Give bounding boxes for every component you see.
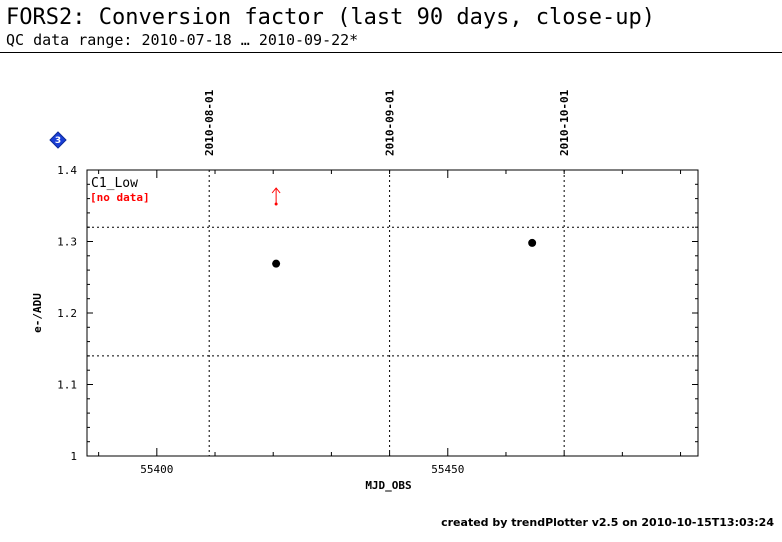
x-axis-label: MJD_OBS (365, 479, 411, 492)
out-of-range-arrowhead (271, 187, 281, 194)
out-of-range-dot (274, 202, 278, 206)
date-marker-label: 2010-10-01 (558, 89, 571, 156)
y-tick-label: 1.4 (57, 164, 77, 177)
panel-label: C1_Low (91, 176, 138, 191)
x-tick-label: 55450 (431, 463, 464, 476)
date-marker-label: 2010-08-01 (203, 89, 216, 156)
y-tick-label: 1 (70, 450, 77, 463)
y-axis-label: e-/ADU (31, 293, 44, 333)
y-tick-label: 1.1 (57, 379, 77, 392)
footer-credit: created by trendPlotter v2.5 on 2010-10-… (441, 516, 774, 529)
x-tick-label: 55400 (140, 463, 173, 476)
y-tick-label: 1.3 (57, 236, 77, 249)
axis-layer: 2010-08-01 2010-09-01 2010-10-01 1 1.1 1.2 1.3… (57, 89, 698, 476)
date-marker-label: 2010-09-01 (384, 89, 397, 156)
panel-note: [no data] (90, 191, 150, 204)
header-divider (0, 52, 782, 53)
page-title: FORS2: Conversion factor (last 90 days, … (6, 5, 656, 30)
data-point (528, 238, 537, 247)
data-point (272, 259, 281, 268)
diamond-badge-icon: 3 (49, 131, 67, 149)
plot-frame (86, 169, 699, 457)
grid-layer (87, 170, 698, 456)
data-layer (271, 187, 537, 268)
y-tick-label: 1.2 (57, 307, 77, 320)
badge-label: 3 (55, 136, 61, 146)
page-subtitle: QC data range: 2010-07-18 … 2010-09-22* (6, 31, 359, 49)
